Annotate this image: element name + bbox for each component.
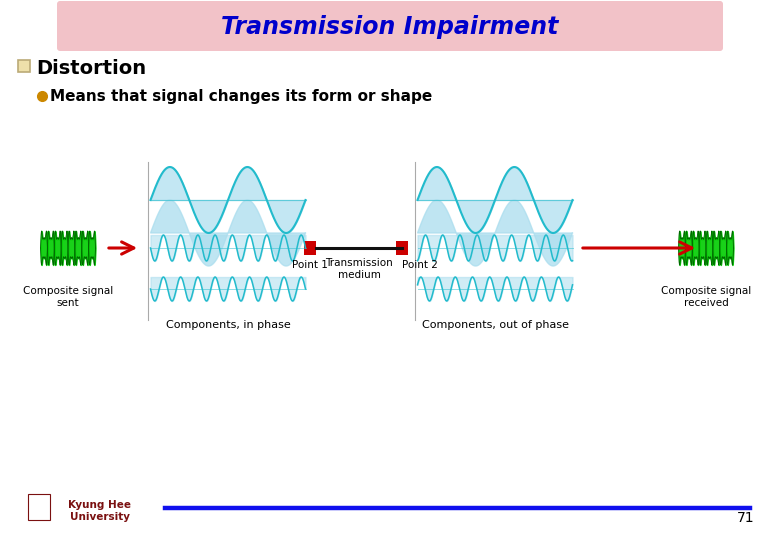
Text: Transmission
medium: Transmission medium: [325, 258, 393, 280]
Text: Composite signal
sent: Composite signal sent: [23, 286, 113, 308]
Text: Point 1: Point 1: [292, 260, 328, 270]
Bar: [28, 494, 50, 520]
Bar: [18, 60, 30, 72]
Bar: [304, 241, 316, 255]
Text: Components, out of phase: Components, out of phase: [421, 320, 569, 330]
Text: 71: 71: [737, 511, 755, 525]
Text: Point 2: Point 2: [402, 260, 438, 270]
Text: Transmission Impairment: Transmission Impairment: [222, 15, 558, 39]
Text: Distortion: Distortion: [36, 59, 146, 78]
Text: Composite signal
received: Composite signal received: [661, 286, 751, 308]
FancyBboxPatch shape: [57, 1, 723, 51]
Bar: [396, 241, 408, 255]
Text: Kyung Hee
University: Kyung Hee University: [69, 500, 132, 522]
Text: Components, in phase: Components, in phase: [165, 320, 290, 330]
Text: Means that signal changes its form or shape: Means that signal changes its form or sh…: [50, 89, 432, 104]
